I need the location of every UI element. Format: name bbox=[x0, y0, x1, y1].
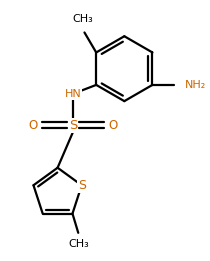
Text: CH₃: CH₃ bbox=[72, 14, 93, 24]
Text: NH₂: NH₂ bbox=[185, 80, 206, 90]
Text: O: O bbox=[28, 118, 38, 132]
Text: S: S bbox=[78, 179, 86, 192]
Text: S: S bbox=[69, 118, 77, 132]
Text: HN: HN bbox=[65, 89, 81, 99]
Text: O: O bbox=[109, 118, 118, 132]
Text: CH₃: CH₃ bbox=[68, 239, 89, 249]
